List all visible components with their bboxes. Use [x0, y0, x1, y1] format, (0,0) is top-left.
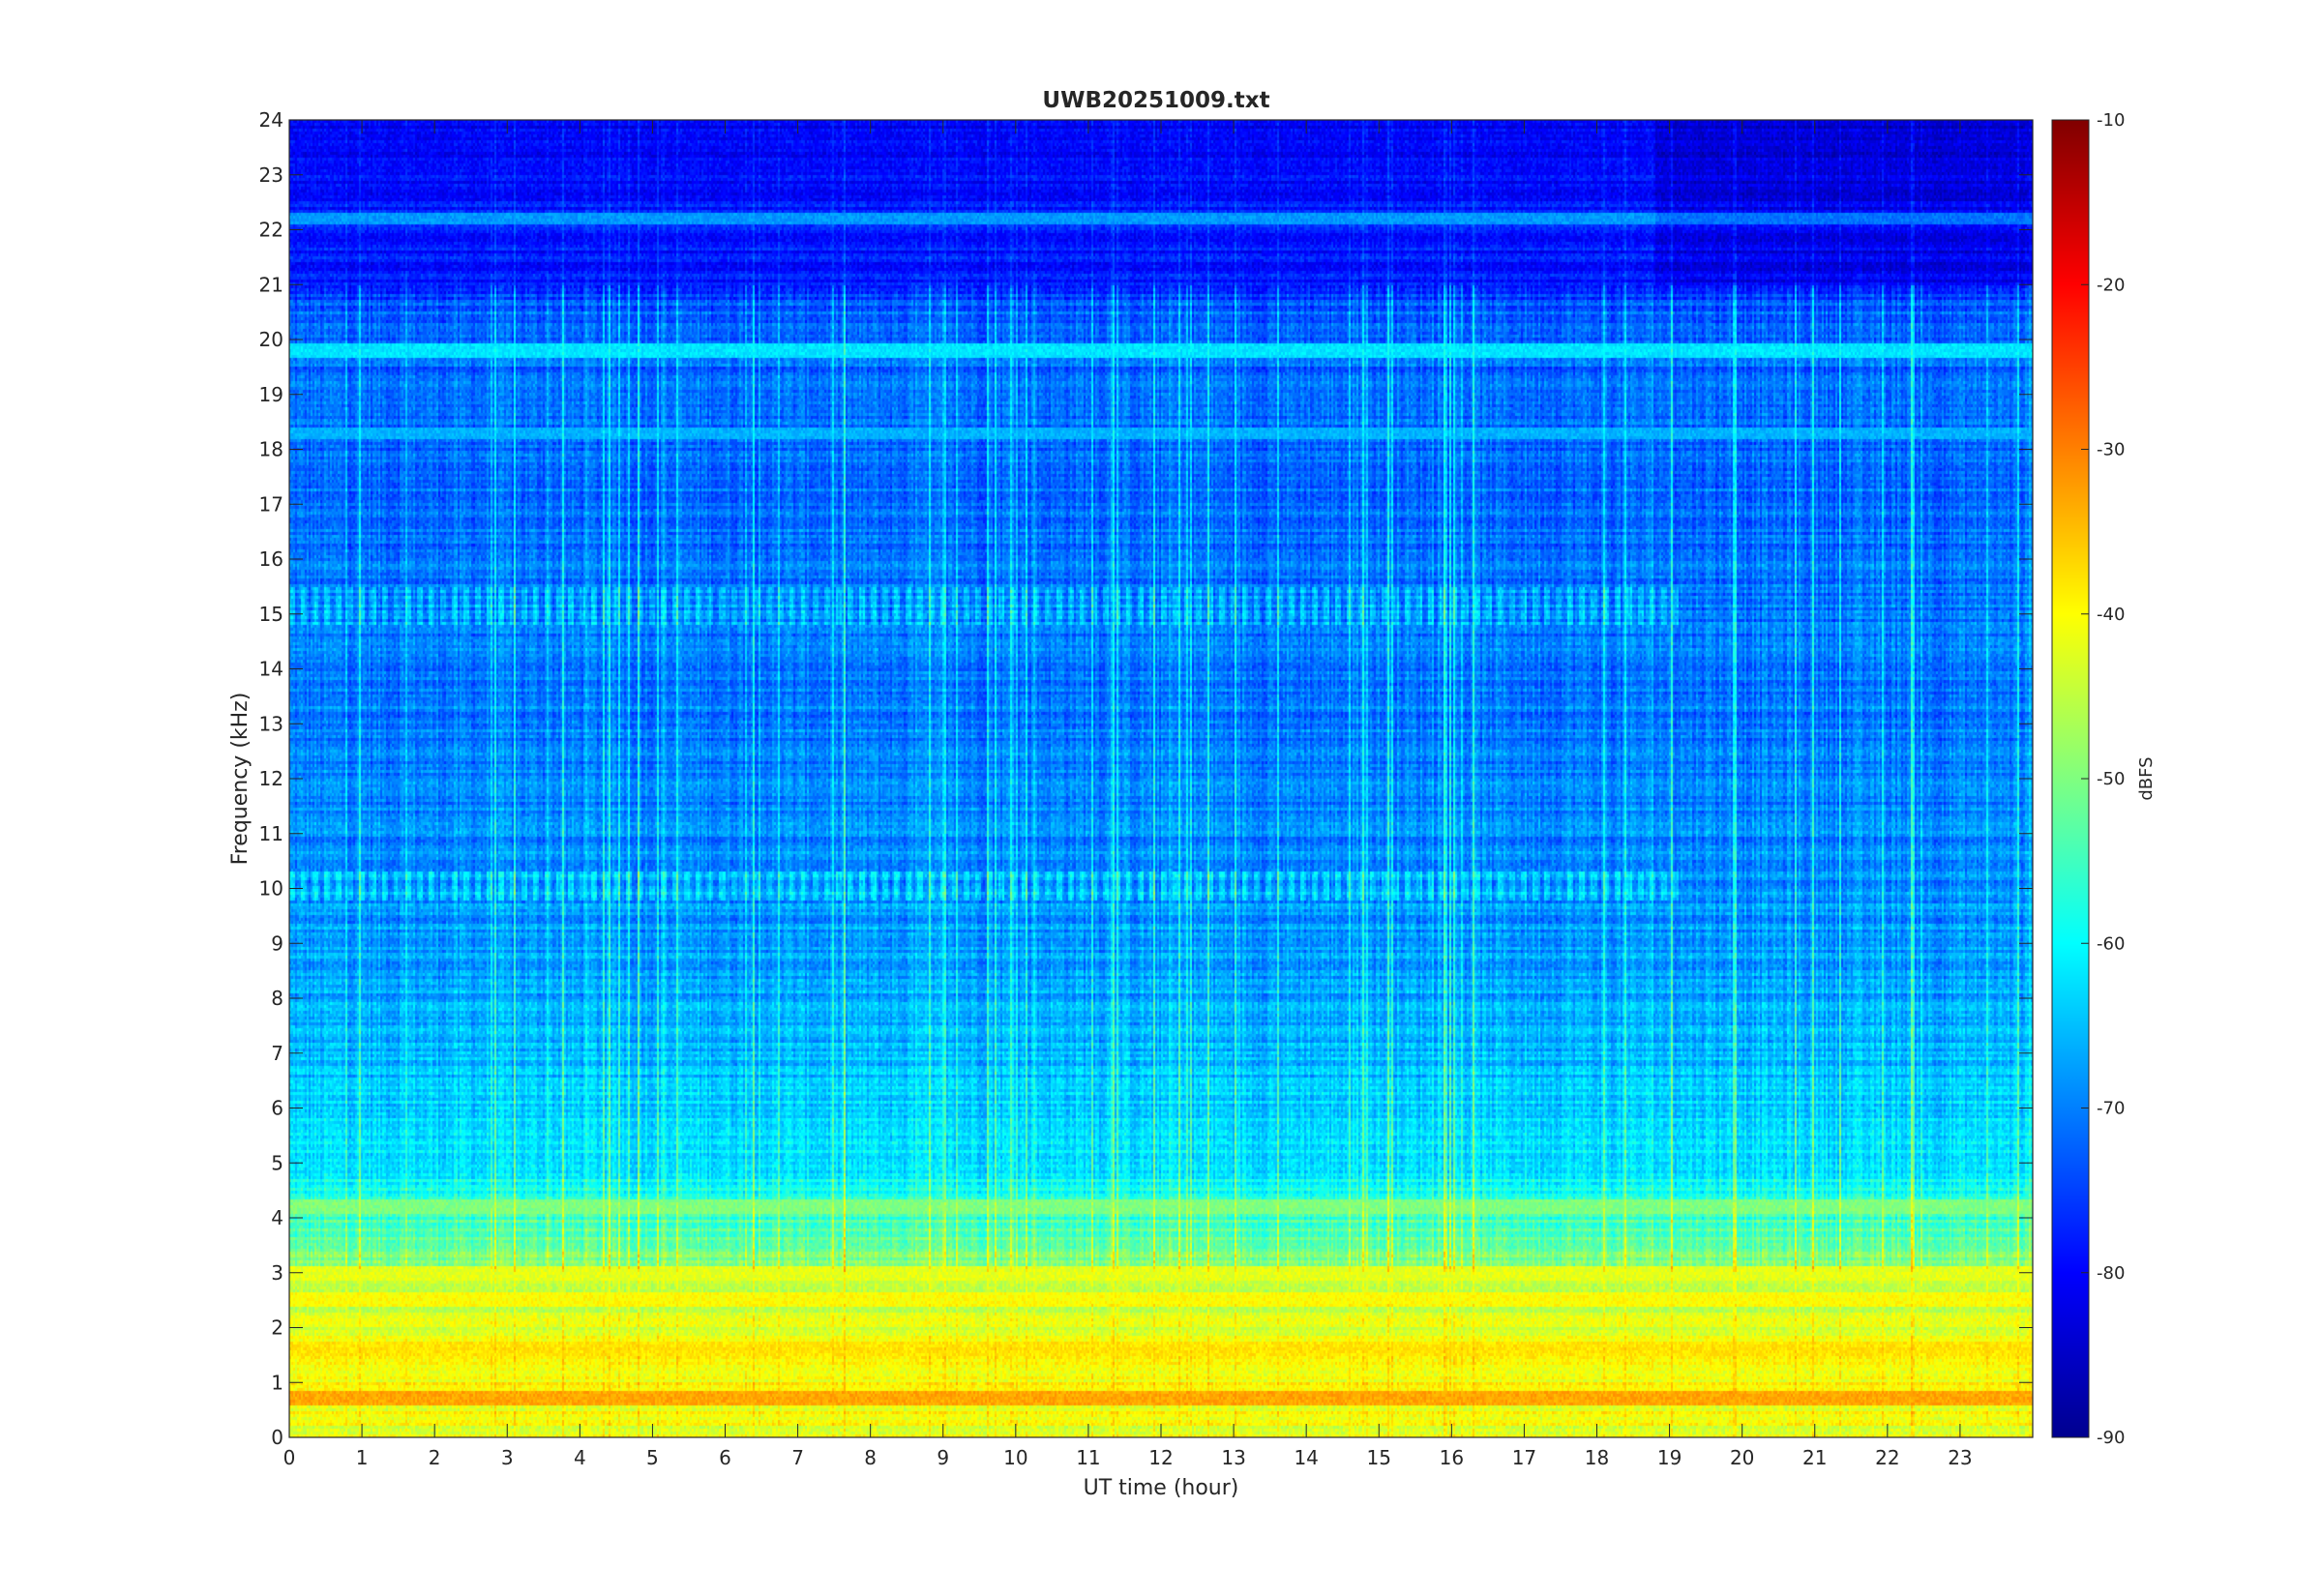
- colorbar-label: dBFS: [2136, 756, 2157, 800]
- colorbar-tick-label: -70: [2097, 1099, 2125, 1119]
- y-tick-label: 7: [271, 1042, 283, 1065]
- y-tick-label: 4: [271, 1206, 283, 1229]
- x-tick-label: 15: [1367, 1446, 1391, 1469]
- x-tick-label: 7: [791, 1446, 804, 1469]
- y-tick-label: 1: [271, 1371, 283, 1394]
- y-tick-label: 9: [271, 931, 283, 955]
- y-tick-label: 13: [259, 712, 283, 735]
- y-tick-label: 20: [259, 328, 283, 351]
- y-tick-label: 15: [259, 603, 283, 626]
- x-tick-label: 11: [1076, 1446, 1100, 1469]
- y-tick-label: 18: [259, 438, 283, 461]
- y-tick-label: 12: [259, 767, 283, 790]
- x-tick-label: 12: [1148, 1446, 1173, 1469]
- chart-title: UWB20251009.txt: [1042, 88, 1269, 113]
- x-tick-label: 10: [1003, 1446, 1027, 1469]
- x-tick-label: 21: [1802, 1446, 1827, 1469]
- x-axis: 0 1 2 3 4 5 6 7 8 9 10 11 12 13 14 15 16 17 18 19 20 21 22 23: [283, 120, 1973, 1469]
- plot-area: [288, 119, 2034, 1438]
- colorbar: -10 -20 -30 -40 -50 -60 -70 -80 -90 dBFS: [2051, 110, 2157, 1448]
- x-tick-label: 8: [864, 1446, 877, 1469]
- y-tick-label: 11: [259, 822, 283, 845]
- colorbar-tick-label: -80: [2097, 1263, 2125, 1284]
- x-tick-label: 19: [1657, 1446, 1682, 1469]
- y-tick-label: 16: [259, 547, 283, 571]
- x-tick-label: 16: [1440, 1446, 1464, 1469]
- x-tick-label: 23: [1948, 1446, 1972, 1469]
- y-tick-label: 19: [259, 383, 283, 406]
- x-tick-label: 3: [501, 1446, 514, 1469]
- x-tick-label: 20: [1730, 1446, 1754, 1469]
- y-axis-label: Frequency (kHz): [228, 693, 253, 866]
- colorbar-tick-label: -50: [2097, 769, 2125, 789]
- y-tick-label: 17: [259, 492, 283, 516]
- y-tick-label: 0: [271, 1426, 283, 1449]
- x-tick-label: 5: [646, 1446, 659, 1469]
- y-tick-label: 5: [271, 1151, 283, 1174]
- colorbar-tick-label: -10: [2097, 110, 2125, 131]
- x-tick-label: 9: [937, 1446, 949, 1469]
- colorbar-ticks: -10 -20 -30 -40 -50 -60 -70 -80 -90: [2081, 110, 2125, 1448]
- y-tick-label: 6: [271, 1097, 283, 1120]
- y-tick-label: 23: [259, 163, 283, 187]
- y-tick-label: 2: [271, 1316, 283, 1340]
- x-tick-label: 0: [283, 1446, 296, 1469]
- colorbar-tick-label: -90: [2097, 1428, 2125, 1448]
- x-tick-label: 13: [1221, 1446, 1245, 1469]
- spectrogram-heatmap: [289, 120, 2033, 1437]
- colorbar-tick-label: -40: [2097, 605, 2125, 625]
- x-tick-label: 18: [1585, 1446, 1609, 1469]
- x-tick-label: 6: [719, 1446, 731, 1469]
- x-tick-label: 1: [356, 1446, 369, 1469]
- y-tick-label: 3: [271, 1261, 283, 1285]
- colorbar-tick-label: -30: [2097, 440, 2125, 460]
- y-tick-label: 10: [259, 877, 283, 901]
- y-tick-label: 21: [259, 273, 283, 296]
- y-tick-label: 24: [259, 108, 283, 132]
- x-tick-label: 17: [1512, 1446, 1536, 1469]
- colorbar-tick-label: -20: [2097, 275, 2125, 295]
- x-tick-label: 4: [574, 1446, 586, 1469]
- colorbar-tick-label: -60: [2097, 933, 2125, 954]
- x-axis-label: UT time (hour): [1084, 1476, 1239, 1500]
- x-tick-label: 2: [429, 1446, 441, 1469]
- y-tick-label: 8: [271, 987, 283, 1010]
- y-tick-label: 22: [259, 219, 283, 242]
- x-tick-label: 22: [1875, 1446, 1899, 1469]
- y-tick-label: 14: [259, 658, 283, 681]
- x-tick-label: 14: [1294, 1446, 1318, 1469]
